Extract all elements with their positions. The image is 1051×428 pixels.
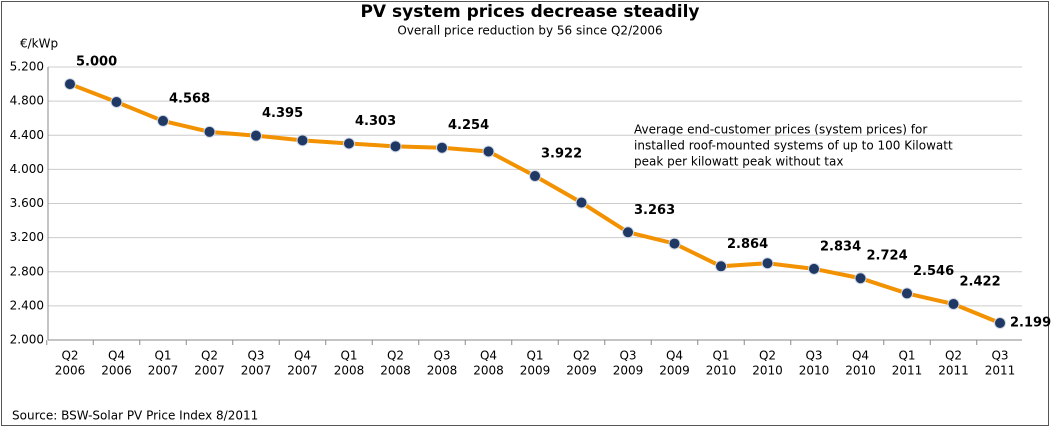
x-tick-label: Q3 [433,349,450,363]
x-tick-label: Q4 [852,349,869,363]
x-tick-label: 2007 [241,364,272,378]
x-tick-label: Q2 [387,349,404,363]
marker [64,78,76,91]
y-tick-label: 4.400 [10,128,44,142]
x-tick-label: Q2 [945,349,962,363]
data-label: 2.199 [1010,316,1051,331]
y-tick-label: 5.200 [10,60,44,74]
x-tick-label: 2009 [566,364,597,378]
x-tick-label: Q2 [201,349,218,363]
x-tick-label: 2007 [148,364,179,378]
marker [343,137,355,150]
y-tick-label: 2.400 [10,298,44,312]
x-tick-label: Q3 [247,349,264,363]
x-tick-label: 2010 [706,364,737,378]
marker [947,297,960,310]
x-tick-label: Q4 [294,349,311,363]
marker [668,237,681,250]
marker [622,226,634,239]
y-tick-label: 4.800 [10,94,44,108]
x-tick-label: 2011 [938,364,969,378]
marker [389,140,402,153]
marker [296,134,309,147]
data-label: 2.546 [913,264,954,279]
x-tick-label: Q3 [991,349,1008,363]
y-tick-label: 3.200 [10,230,44,244]
x-tick-label: 2011 [985,364,1016,378]
x-tick-label: 2009 [659,364,690,378]
marker [761,257,774,270]
y-axis-label: €/kWp [20,37,58,51]
marker [203,125,216,138]
x-tick-label: 2010 [752,364,783,378]
marker [901,287,913,300]
x-tick-label: Q4 [108,349,125,363]
annotation: peak per kilowatt peak without tax [634,155,843,169]
marker [250,129,262,142]
x-tick-label: 2008 [380,364,411,378]
x-tick-label: 2011 [892,364,923,378]
marker [575,196,588,209]
x-tick-label: 2007 [287,364,318,378]
x-tick-label: Q1 [154,349,171,363]
x-tick-label: Q4 [480,349,497,363]
marker [715,260,727,273]
marker [808,262,820,275]
x-tick-label: 2008 [473,364,504,378]
x-tick-label: Q3 [805,349,822,363]
marker [994,317,1006,330]
marker [110,95,123,108]
data-label: 4.568 [169,91,210,106]
x-tick-label: 2008 [334,364,365,378]
chart-title: PV system prices decrease steadily [360,2,699,22]
x-tick-label: Q2 [759,349,776,363]
data-label: 3.922 [541,147,582,162]
x-tick-label: Q2 [61,349,78,363]
data-label: 2.864 [727,237,768,252]
y-tick-label: 2.000 [10,333,44,347]
marker [436,141,448,154]
data-label: 2.422 [960,274,1001,289]
data-label: 4.254 [448,118,489,133]
x-tick-label: 2007 [194,364,225,378]
marker [482,145,495,158]
x-tick-label: Q1 [526,349,543,363]
x-tick-label: Q1 [340,349,357,363]
marker [529,170,541,183]
marker [157,114,169,127]
annotation: Average end-customer prices (system pric… [634,123,927,137]
data-label: 5.000 [76,55,117,70]
source: Source: BSW-Solar PV Price Index 8/2011 [12,409,258,423]
data-label: 4.395 [262,106,303,121]
x-tick-label: 2006 [55,364,86,378]
data-label: 3.263 [634,203,675,218]
data-label: 2.724 [867,249,908,264]
x-tick-label: 2009 [520,364,551,378]
subtitle: Overall price reduction by 56 since Q2/2… [397,24,662,38]
x-tick-label: Q3 [619,349,636,363]
x-tick-label: 2008 [427,364,458,378]
marker [854,272,867,285]
x-tick-label: Q1 [712,349,729,363]
y-tick-label: 2.800 [10,264,44,278]
data-label: 2.834 [820,239,861,254]
data-label: 4.303 [355,114,396,129]
x-tick-label: Q4 [666,349,683,363]
x-tick-label: 2009 [613,364,644,378]
x-tick-label: Q2 [573,349,590,363]
annotation: installed roof-mounted systems of up to … [634,139,953,153]
x-tick-label: 2010 [845,364,876,378]
x-tick-label: Q1 [898,349,915,363]
x-tick-label: 2010 [799,364,830,378]
y-tick-label: 3.600 [10,196,44,210]
x-tick-label: 2006 [101,364,132,378]
y-tick-label: 4.000 [10,162,44,176]
